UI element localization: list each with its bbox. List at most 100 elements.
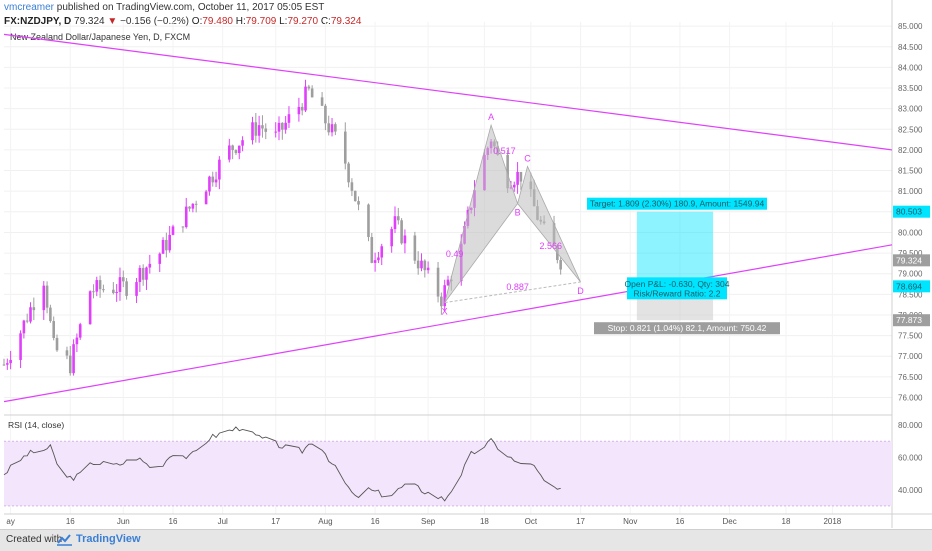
price-tick-label: 82.000 bbox=[898, 146, 923, 155]
x-tick-label: 16 bbox=[66, 517, 75, 526]
candle-body bbox=[32, 307, 36, 311]
candle-body bbox=[188, 206, 191, 209]
candle-body bbox=[214, 179, 218, 183]
candle-body bbox=[353, 190, 357, 202]
x-tick-label: 18 bbox=[480, 517, 489, 526]
candle-body bbox=[370, 237, 374, 263]
symbol-label[interactable]: FX:NZDJPY, D bbox=[4, 16, 72, 27]
candle-body bbox=[350, 182, 354, 191]
price-badge-label: 80.503 bbox=[896, 207, 922, 217]
created-with-text: Created with bbox=[6, 534, 63, 545]
price-tick-label: 77.500 bbox=[898, 332, 923, 341]
author-link[interactable]: vmcreamer bbox=[4, 2, 55, 13]
candle-body bbox=[115, 291, 118, 294]
candle-body bbox=[218, 159, 221, 180]
candle-body bbox=[416, 260, 420, 269]
harmonic-point-b: B bbox=[515, 208, 521, 218]
candle-body bbox=[72, 344, 75, 374]
harmonic-ratio-label: 0.517 bbox=[493, 146, 516, 156]
down-arrow-icon: ▼ bbox=[107, 16, 118, 27]
candle-body bbox=[52, 321, 56, 338]
candle-body bbox=[443, 285, 446, 307]
candle-body bbox=[29, 307, 32, 322]
price-chart[interactable]: 85.000 84.500 84.000 83.500 83.000 82.500 82.0… bbox=[0, 0, 932, 529]
price-tick-label: 76.500 bbox=[898, 373, 923, 382]
candle-body bbox=[390, 229, 393, 247]
rsi-tick-label: 60.000 bbox=[898, 453, 923, 462]
candle-body bbox=[307, 86, 311, 89]
candle-body bbox=[334, 124, 337, 132]
candle-body bbox=[367, 204, 370, 238]
x-tick-label: Jul bbox=[218, 517, 228, 526]
candle-body bbox=[440, 296, 443, 307]
candle-body bbox=[254, 122, 258, 136]
close-label: C: bbox=[320, 16, 331, 27]
price-tick-label: 76.000 bbox=[898, 393, 923, 402]
price-badge bbox=[893, 205, 930, 218]
last-price: 79.324 bbox=[74, 16, 105, 27]
harmonic-bcd-triangle bbox=[517, 165, 581, 283]
candle-body bbox=[251, 122, 254, 141]
candle-body bbox=[446, 279, 450, 286]
candle-body bbox=[400, 220, 403, 244]
price-tick-label: 83.500 bbox=[898, 84, 923, 93]
candle-body bbox=[158, 253, 162, 264]
candle-body bbox=[347, 163, 350, 183]
open-label: O: bbox=[191, 16, 203, 27]
x-tick-label: Jun bbox=[117, 517, 130, 526]
low-value: 79.270 bbox=[287, 16, 319, 27]
price-badge bbox=[893, 314, 930, 327]
harmonic-point-x: X bbox=[442, 307, 448, 317]
rsi-tick-label: 80.000 bbox=[898, 421, 923, 430]
x-tick-label: 17 bbox=[576, 517, 585, 526]
candle-body bbox=[320, 97, 324, 106]
candle-body bbox=[102, 289, 105, 291]
candle-body bbox=[45, 285, 49, 308]
candle-body bbox=[148, 263, 152, 268]
candle-body bbox=[49, 307, 52, 322]
price-tick-label: 84.500 bbox=[898, 43, 923, 52]
rsi-title: RSI (14, close) bbox=[8, 420, 64, 430]
candle-body bbox=[519, 171, 523, 182]
candle-body bbox=[281, 122, 284, 130]
harmonic-point-d: D bbox=[577, 286, 584, 296]
candle-body bbox=[95, 280, 99, 292]
candle-body bbox=[300, 106, 304, 111]
price-badge-label: 78.694 bbox=[896, 281, 922, 291]
candle-body bbox=[284, 122, 287, 130]
candle-body bbox=[168, 234, 171, 251]
candle-body bbox=[135, 282, 138, 296]
candle-body bbox=[506, 154, 509, 189]
price-tick-label: 78.500 bbox=[898, 290, 923, 299]
risk-reward-label: Risk/Reward Ratio: 2.2 bbox=[634, 288, 721, 298]
candle-body bbox=[277, 122, 281, 132]
low-label: L: bbox=[279, 16, 288, 27]
high-label: H: bbox=[235, 16, 246, 27]
candle-body bbox=[403, 235, 407, 244]
candle-body bbox=[241, 140, 244, 146]
candle-body bbox=[208, 176, 211, 192]
candle-body bbox=[228, 145, 231, 160]
candle-body bbox=[231, 145, 234, 151]
price-tick-label: 84.000 bbox=[898, 63, 923, 72]
candle-body bbox=[42, 285, 46, 311]
candle-body bbox=[327, 123, 331, 133]
candle-body bbox=[22, 320, 26, 334]
price-tick-label: 81.500 bbox=[898, 167, 923, 176]
candle-body bbox=[310, 88, 314, 98]
stop-label-box bbox=[594, 322, 780, 335]
price-tick-label: 79.500 bbox=[898, 249, 923, 258]
price-tick-label: 82.500 bbox=[898, 125, 923, 134]
x-tick-label: 16 bbox=[169, 517, 178, 526]
trendline-lower bbox=[3, 244, 893, 403]
candle-body bbox=[19, 333, 22, 360]
candle-body bbox=[2, 364, 6, 366]
price-badge-label: 79.324 bbox=[896, 255, 922, 265]
candle-body bbox=[125, 281, 128, 296]
tradingview-brand[interactable]: TradingView bbox=[76, 533, 141, 545]
open-pl-box bbox=[627, 277, 727, 300]
candle-body bbox=[145, 267, 148, 280]
candle-body bbox=[68, 355, 72, 374]
candle-body bbox=[423, 260, 427, 271]
candle-body bbox=[413, 235, 417, 261]
